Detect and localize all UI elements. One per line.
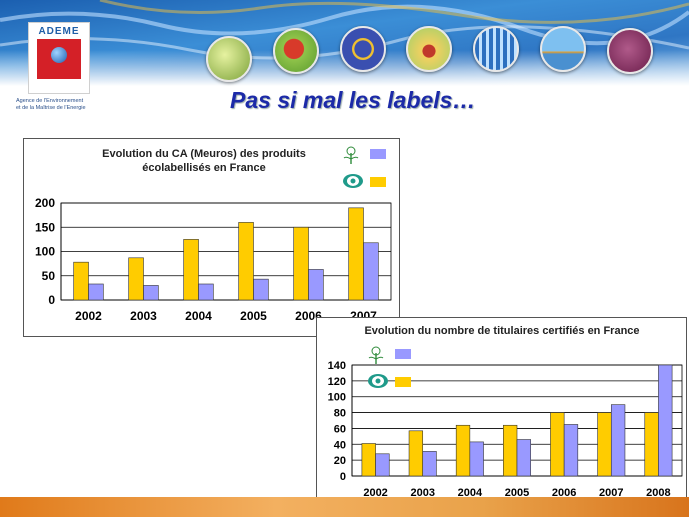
y-tick-label: 50 [42, 269, 56, 283]
bar [375, 453, 390, 477]
x-tick-label: 2002 [75, 309, 102, 323]
y-tick-label: 60 [334, 423, 346, 435]
bar [183, 239, 199, 301]
legend-swatch [395, 349, 411, 359]
chart-revenue-title: Evolution du CA (Meuros) des produits éc… [102, 148, 306, 174]
bar [610, 404, 626, 477]
landscape-theme-icon [540, 26, 586, 72]
legend-swatch [370, 177, 386, 187]
chart-holders: 0 20 40 60 80 100 120 140 2002 2003 2004 2005 2006 20… [328, 346, 683, 499]
bar [422, 451, 437, 477]
x-tick-label: 2007 [599, 487, 623, 499]
chart-holders-title: Evolution du nombre de titulaires certif… [364, 325, 640, 337]
bar [503, 424, 518, 477]
house-theme-icon [406, 26, 452, 72]
chart-theme-icon [473, 26, 519, 72]
x-tick-label: 2004 [458, 487, 483, 499]
bar [128, 257, 144, 301]
bar [644, 412, 659, 477]
x-tick-label: 2003 [130, 309, 157, 323]
ademe-logo: ADEME [28, 22, 90, 94]
nf-environnement-logo-icon [343, 174, 363, 188]
bar [143, 285, 159, 301]
bar [563, 424, 579, 477]
y-tick-label: 120 [328, 376, 346, 388]
legend-swatch [370, 149, 386, 159]
plot-frame [60, 202, 392, 301]
x-tick-label: 2008 [646, 487, 670, 499]
bar [88, 283, 104, 301]
bar [469, 441, 484, 477]
bar [361, 443, 376, 477]
y-tick-label: 20 [334, 455, 346, 467]
footer-strip [0, 497, 689, 517]
eu-ecolabel-flower-icon [343, 146, 359, 164]
hammer-theme-icon [607, 28, 653, 74]
y-tick-label: 0 [340, 471, 346, 483]
bar [348, 207, 364, 301]
legend-swatch [395, 377, 411, 387]
chart-revenue-panel: Evolution du CA (Meuros) des produits éc… [23, 138, 400, 337]
y-tick-label: 0 [48, 293, 55, 307]
agency-line-1: Agence de l'Environnement [16, 98, 84, 104]
bar [73, 261, 89, 301]
bar [597, 412, 612, 477]
bar [293, 226, 309, 301]
y-tick-label: 40 [334, 439, 346, 451]
y-tick-label: 80 [334, 408, 346, 420]
bar [550, 412, 565, 477]
y-tick-label: 150 [35, 220, 55, 234]
bar [253, 278, 269, 301]
agency-name: Agence de l'Environnement et de la Maîtr… [16, 98, 126, 112]
x-tick-label: 2002 [363, 487, 387, 499]
ademe-logo-mark [37, 39, 81, 79]
ademe-logo-text: ADEME [38, 26, 80, 37]
eu-ecolabel-flower-icon [368, 346, 384, 364]
balloon-theme-icon [206, 36, 252, 82]
france-map-theme-icon [273, 28, 319, 74]
x-tick-label: 2004 [185, 309, 212, 323]
chart-holders-panel: Evolution du nombre de titulaires certif… [316, 317, 687, 512]
bar [408, 430, 424, 477]
page-title: Pas si mal les labels… [230, 87, 476, 113]
nf-environnement-logo-icon [368, 374, 388, 388]
bar [455, 424, 471, 477]
bar [363, 242, 379, 301]
x-tick-label: 2005 [240, 309, 267, 323]
y-tick-label: 100 [328, 392, 346, 404]
bar [516, 439, 531, 477]
y-tick-label: 100 [35, 245, 55, 259]
agency-line-2: et de la Maîtrise de l'Energie [16, 105, 86, 111]
x-tick-label: 2005 [505, 487, 529, 499]
bar [238, 222, 254, 301]
y-tick-label: 140 [328, 360, 346, 372]
eu-stars-theme-icon [340, 26, 386, 72]
bar [198, 283, 214, 301]
y-tick-label: 200 [35, 196, 55, 210]
globe-icon [51, 47, 67, 63]
bar [308, 269, 324, 301]
x-tick-label: 2006 [552, 487, 576, 499]
x-tick-label: 2006 [295, 309, 322, 323]
x-tick-label: 2003 [410, 487, 434, 499]
bar [658, 364, 673, 477]
